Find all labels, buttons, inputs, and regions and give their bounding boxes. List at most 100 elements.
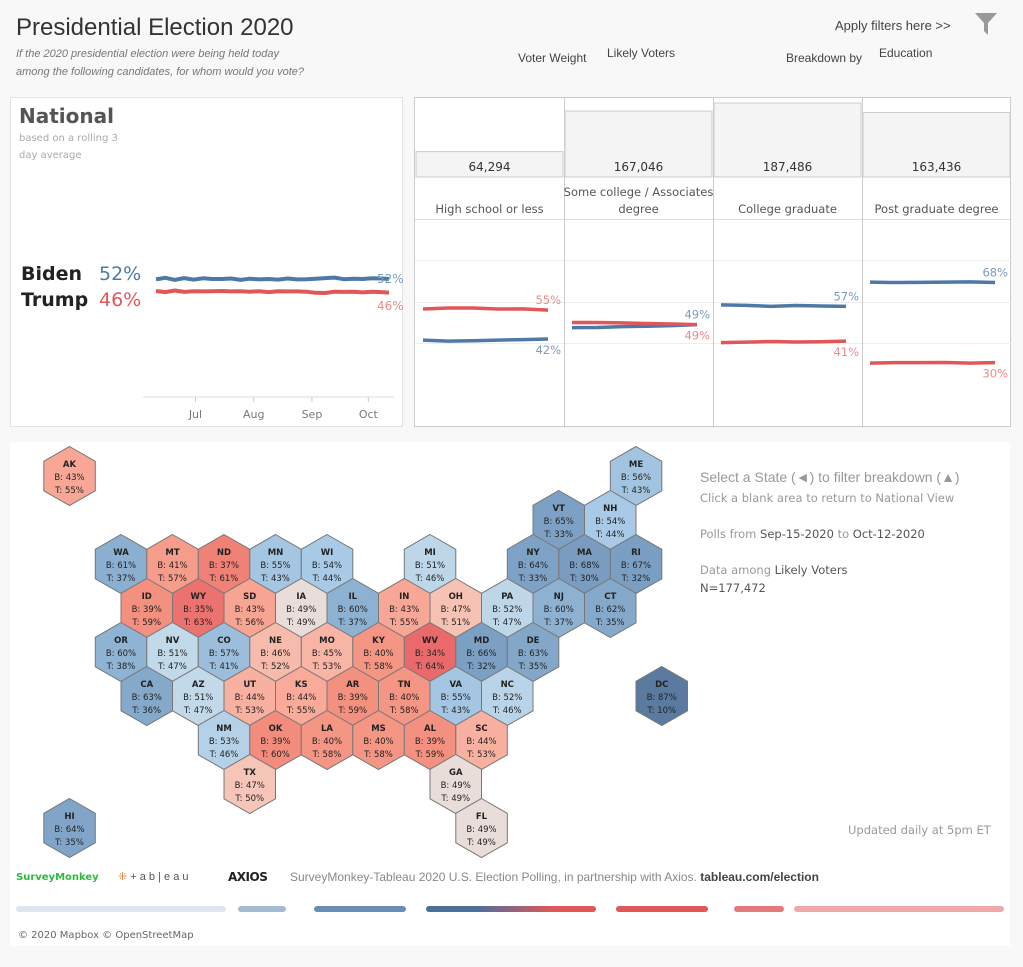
biden-share: B: 44% bbox=[286, 693, 316, 703]
biden-share: B: 54% bbox=[312, 561, 342, 571]
state-hex-id[interactable]: ID B: 39% T: 59% bbox=[120, 577, 173, 639]
biden-share: B: 34% bbox=[415, 649, 445, 659]
biden-share: B: 49% bbox=[466, 825, 496, 835]
state-hex-nh[interactable]: NH B: 54% T: 44% bbox=[584, 489, 637, 551]
state-hex-ga[interactable]: GA B: 49% T: 49% bbox=[429, 753, 482, 815]
color-legend bbox=[16, 906, 1004, 912]
state-hex-map[interactable]: AK B: 43% T: 55% ME B: 56% T: 43% VT B: 65% T: 3… bbox=[10, 442, 1010, 946]
hex-shape bbox=[223, 753, 276, 815]
state-hex-ma[interactable]: MA B: 68% T: 30% bbox=[558, 533, 611, 595]
voter-weight-value[interactable]: Likely Voters bbox=[607, 46, 676, 60]
trump-share: T: 35% bbox=[518, 662, 548, 672]
trump-share: T: 47% bbox=[157, 662, 187, 672]
funnel-icon[interactable] bbox=[974, 12, 998, 36]
biden-share: B: 60% bbox=[338, 605, 368, 615]
axios-logo: AXIOS bbox=[228, 870, 268, 884]
state-abbr: ID bbox=[142, 592, 152, 602]
hex-shape bbox=[584, 577, 637, 639]
trump-share: T: 49% bbox=[440, 794, 470, 804]
state-abbr: VA bbox=[449, 680, 462, 690]
trump-share: T: 59% bbox=[415, 750, 445, 760]
sample-size-bar[interactable] bbox=[564, 110, 713, 178]
tableau-logo: ⁜ + a b | e a u bbox=[118, 870, 189, 883]
hex-map-panel[interactable]: AK B: 43% T: 55% ME B: 56% T: 43% VT B: 65% T: 3… bbox=[10, 442, 1010, 946]
biden-share: B: 60% bbox=[106, 649, 136, 659]
state-hex-de[interactable]: DE B: 63% T: 35% bbox=[506, 621, 560, 683]
to-label: to bbox=[837, 527, 850, 541]
state-abbr: KY bbox=[372, 636, 386, 646]
state-hex-fl[interactable]: FL B: 49% T: 49% bbox=[455, 797, 508, 859]
trump-share: T: 53% bbox=[234, 706, 264, 716]
state-hex-ct[interactable]: CT B: 62% T: 35% bbox=[584, 577, 637, 639]
biden-share: B: 68% bbox=[569, 561, 599, 571]
state-abbr: IA bbox=[296, 592, 306, 602]
state-abbr: WV bbox=[422, 636, 438, 646]
state-hex-ok[interactable]: OK B: 39% T: 60% bbox=[249, 709, 302, 771]
trump-share: T: 53% bbox=[312, 662, 342, 672]
state-abbr: MA bbox=[577, 548, 592, 558]
state-hex-ri[interactable]: RI B: 67% T: 32% bbox=[609, 533, 663, 595]
state-hex-ak[interactable]: AK B: 43% T: 55% bbox=[43, 445, 96, 507]
biden-end-label: 42% bbox=[535, 343, 561, 357]
biden-end-label: 57% bbox=[833, 289, 859, 303]
biden-share: B: 44% bbox=[235, 693, 265, 703]
biden-share: B: 51% bbox=[157, 649, 187, 659]
hex-shape bbox=[43, 445, 96, 507]
biden-share: B: 43% bbox=[54, 473, 84, 483]
state-abbr: NV bbox=[166, 636, 180, 646]
state-hex-az[interactable]: AZ B: 51% T: 47% bbox=[172, 665, 225, 727]
state-hex-ms[interactable]: MS B: 40% T: 58% bbox=[352, 709, 405, 771]
biden-share: B: 62% bbox=[595, 605, 625, 615]
sample-size-bar[interactable] bbox=[862, 111, 1011, 178]
subtitle-line-2: among the following candidates, for whom… bbox=[16, 66, 305, 78]
legend-segment bbox=[734, 906, 784, 912]
sample-size-label: 163,436 bbox=[912, 160, 962, 174]
biden-end-label: 49% bbox=[684, 308, 710, 322]
biden-share: B: 40% bbox=[363, 649, 393, 659]
state-abbr: SC bbox=[475, 724, 487, 734]
state-abbr: HI bbox=[64, 812, 74, 822]
state-hex-ia[interactable]: IA B: 49% T: 49% bbox=[275, 577, 328, 639]
trump-line bbox=[572, 320, 698, 327]
state-abbr: OH bbox=[449, 592, 463, 602]
updated-note: Updated daily at 5pm ET bbox=[848, 823, 991, 837]
trump-share: T: 64% bbox=[415, 662, 445, 672]
national-line-chart: 52% 46% Jul Aug Sep Oct bbox=[143, 272, 404, 421]
breakdown-by-value[interactable]: Education bbox=[879, 46, 933, 60]
state-abbr: TX bbox=[244, 768, 257, 778]
state-hex-or[interactable]: OR B: 60% T: 38% bbox=[94, 621, 148, 683]
trump-share: T: 57% bbox=[157, 574, 187, 584]
trump-share: T: 10% bbox=[646, 706, 676, 716]
state-hex-wi[interactable]: WI B: 54% T: 44% bbox=[300, 533, 354, 595]
biden-share: B: 37% bbox=[209, 561, 239, 571]
state-abbr: WI bbox=[321, 548, 334, 558]
trump-share: T: 46% bbox=[492, 706, 522, 716]
biden-share: B: 39% bbox=[260, 737, 290, 747]
state-hex-sd[interactable]: SD B: 43% T: 56% bbox=[223, 577, 276, 639]
trump-share: T: 37% bbox=[106, 574, 136, 584]
tableau-wordmark: + a b | e a u bbox=[130, 871, 189, 883]
sample-size-label: 64,294 bbox=[469, 160, 511, 174]
state-hex-hi[interactable]: HI B: 64% T: 35% bbox=[43, 797, 96, 859]
state-hex-al[interactable]: AL B: 39% T: 59% bbox=[403, 709, 457, 771]
trump-share: T: 38% bbox=[106, 662, 136, 672]
sample-size-bar[interactable] bbox=[713, 102, 862, 178]
breakdown-panel[interactable]: 64,294 42% 55% 167,046 49% 49% 187,486 57% 41% 16… bbox=[414, 97, 1012, 428]
biden-share: B: 41% bbox=[157, 561, 187, 571]
state-abbr: IN bbox=[399, 592, 409, 602]
biden-share: B: 46% bbox=[260, 649, 290, 659]
state-hex-la[interactable]: LA B: 40% T: 58% bbox=[300, 709, 354, 771]
apply-filters-link[interactable]: Apply filters here >> bbox=[835, 18, 951, 33]
biden-share: B: 61% bbox=[106, 561, 136, 571]
state-abbr: CT bbox=[604, 592, 616, 602]
national-panel[interactable]: National based on a rolling 3 day averag… bbox=[10, 97, 404, 427]
trump-end-label: 55% bbox=[535, 293, 561, 307]
trump-share: T: 56% bbox=[234, 618, 264, 628]
state-abbr: MS bbox=[371, 724, 386, 734]
biden-share: B: 54% bbox=[595, 517, 625, 527]
trump-share: T: 60% bbox=[260, 750, 290, 760]
state-hex-tx[interactable]: TX B: 47% T: 50% bbox=[223, 753, 276, 815]
state-hex-dc[interactable]: DC B: 87% T: 10% bbox=[635, 665, 688, 727]
sample-size-bar[interactable] bbox=[415, 151, 564, 178]
caption-link[interactable]: tableau.com/election bbox=[700, 870, 819, 884]
